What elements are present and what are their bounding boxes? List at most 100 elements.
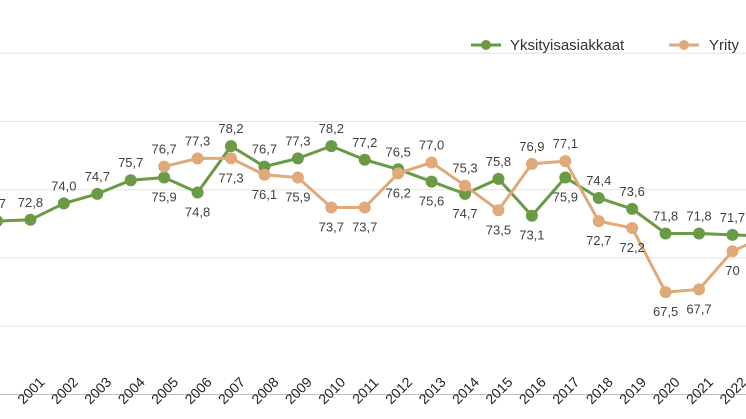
data-label-series-2-2006: 77,3 — [185, 133, 210, 148]
data-label-series-2-2014: 75,3 — [452, 161, 477, 176]
point-series-1-2007 — [225, 140, 238, 153]
data-label-series-1-2015: 75,8 — [486, 154, 511, 169]
legend: Yksityisasiakkaat Yrity — [471, 37, 740, 54]
series-line-1 — [0, 144, 746, 237]
data-label-series-2-2007: 77,3 — [218, 170, 243, 185]
data-label-series-2-2005: 76,7 — [151, 142, 176, 157]
legend-label-series-2: Yrity — [709, 37, 740, 54]
point-series-2-2013 — [425, 156, 438, 169]
data-label-series-1-2002: 74,0 — [51, 178, 76, 193]
point-series-2-2012 — [392, 167, 405, 180]
point-series-2-2005 — [158, 160, 171, 173]
data-label-series-1-2022: 71,7 — [720, 210, 745, 225]
point-series-2-2011 — [358, 201, 371, 214]
x-tick-2020: 2020 — [649, 374, 682, 407]
point-series-1-2002 — [57, 197, 70, 210]
data-label-series-2-2008: 76,1 — [252, 187, 277, 202]
point-series-1-2000 — [0, 215, 3, 227]
point-series-1-2021 — [693, 227, 706, 240]
data-label-series-2-2009: 75,9 — [285, 189, 310, 204]
data-label-series-1-2010: 78,2 — [319, 121, 344, 136]
point-series-1-2009 — [291, 152, 304, 165]
point-series-2-2008 — [258, 168, 271, 181]
gridlines — [0, 52, 746, 396]
x-tick-2002: 2002 — [48, 374, 81, 407]
data-label-series-2-2019: 72,2 — [620, 240, 645, 255]
point-series-1-2003 — [91, 187, 104, 200]
legend-marker-dot-series-1 — [481, 40, 491, 50]
x-tick-2007: 2007 — [215, 374, 248, 407]
data-label-series-2-2020: 67,5 — [653, 304, 678, 319]
x-tick-2008: 2008 — [248, 374, 281, 407]
point-series-1-2004 — [124, 174, 137, 187]
data-label-series-1-2021: 71,8 — [686, 208, 711, 223]
x-tick-2016: 2016 — [516, 374, 549, 407]
point-series-2-2022 — [726, 245, 739, 258]
data-label-series-1-2008: 76,7 — [252, 142, 277, 157]
point-series-2-2006 — [191, 152, 204, 165]
x-tick-2009: 2009 — [282, 374, 315, 407]
point-series-2-2015 — [492, 204, 505, 217]
data-label-series-1-2020: 71,8 — [653, 208, 678, 223]
x-tick-2021: 2021 — [683, 374, 716, 407]
data-label-series-2-2013: 77,0 — [419, 137, 444, 152]
data-label-series-2-2011: 73,7 — [352, 220, 377, 235]
x-tick-labels: 2001 2002 2003 2004 2005 2006 2007 2008 2009 2010… — [14, 374, 746, 407]
data-label-series-2-2016: 76,9 — [519, 139, 544, 154]
data-label-series-2-2018: 72,7 — [586, 233, 611, 248]
data-label-series-2-2022: 70 — [725, 263, 739, 278]
x-tick-2006: 2006 — [181, 374, 214, 407]
data-label-series-1-2019: 73,6 — [620, 184, 645, 199]
point-series-2-2016 — [525, 157, 538, 170]
point-series-2-2014 — [459, 179, 472, 192]
x-tick-2003: 2003 — [81, 374, 114, 407]
point-series-1-2010 — [325, 140, 338, 153]
data-label-series-1-2005: 75,9 — [151, 189, 176, 204]
data-label-series-1-2001: 72,8 — [18, 195, 43, 210]
legend-label-series-1: Yksityisasiakkaat — [510, 37, 625, 54]
x-tick-2018: 2018 — [583, 374, 616, 407]
data-label-series-1-2003: 74,7 — [85, 169, 110, 184]
point-series-1-2017 — [559, 171, 572, 184]
legend-marker-dot-series-2 — [679, 40, 689, 50]
x-tick-2004: 2004 — [115, 374, 148, 407]
data-labels: 2,7 72,8 74,0 74,7 75,7 75,9 74,8 78,2 76,7 77,3 7… — [0, 121, 745, 319]
point-series-2-2010 — [325, 201, 338, 214]
data-label-series-1-2012: 76,5 — [386, 144, 411, 159]
point-series-1-2018 — [592, 191, 605, 204]
point-series-2-2019 — [626, 222, 639, 234]
point-series-1-2013 — [425, 175, 438, 188]
point-series-1-2015 — [492, 172, 505, 185]
data-label-series-1-2017: 75,9 — [553, 189, 578, 204]
data-label-series-1-2016: 73,1 — [519, 228, 544, 243]
data-label-series-2-2021: 67,7 — [686, 301, 711, 316]
data-label-series-1-2000: 2,7 — [0, 196, 6, 211]
x-tick-2015: 2015 — [482, 374, 515, 407]
x-tick-2014: 2014 — [449, 374, 482, 407]
data-label-series-1-2006: 74,8 — [185, 205, 210, 220]
point-series-2-2009 — [291, 171, 304, 184]
data-label-series-1-2007: 78,2 — [218, 121, 243, 136]
data-label-series-2-2010: 73,7 — [319, 220, 344, 235]
point-series-2-2020 — [659, 286, 672, 299]
x-tick-2019: 2019 — [616, 374, 649, 407]
data-label-series-1-2013: 75,6 — [419, 194, 444, 209]
series-layer — [0, 140, 746, 299]
x-tick-2001: 2001 — [14, 374, 47, 407]
x-tick-2010: 2010 — [315, 374, 348, 407]
data-label-series-2-2012: 76,2 — [386, 185, 411, 200]
x-tick-2013: 2013 — [415, 374, 448, 407]
point-series-1-2020 — [659, 227, 672, 240]
data-label-series-1-2018: 74,4 — [586, 173, 611, 188]
data-label-series-1-2004: 75,7 — [118, 155, 143, 170]
data-label-series-1-2009: 77,3 — [285, 133, 310, 148]
x-tick-2022: 2022 — [716, 374, 746, 407]
x-tick-2012: 2012 — [382, 374, 415, 407]
point-series-1-2011 — [358, 153, 371, 166]
data-label-series-1-2014: 74,7 — [452, 206, 477, 221]
x-tick-2011: 2011 — [349, 374, 382, 407]
series-line-2 — [163, 156, 746, 294]
point-series-1-2005 — [158, 171, 171, 184]
point-series-1-2022 — [726, 228, 739, 241]
